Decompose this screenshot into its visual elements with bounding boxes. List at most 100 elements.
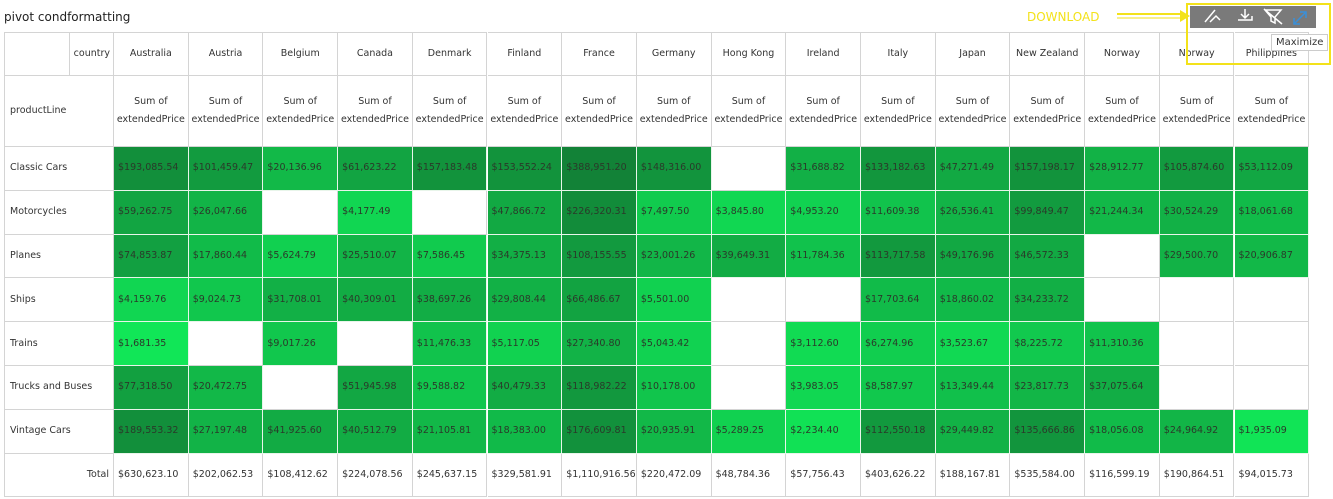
blank-cell: [70, 76, 114, 147]
column-header: Belgium: [263, 32, 339, 76]
data-cell: $99,849.47: [1010, 190, 1086, 235]
data-cell: $3,112.60: [786, 322, 861, 366]
data-cell: $226,320.31: [562, 190, 637, 235]
data-cell: $112,550.18: [861, 409, 936, 454]
column-header: New Zealand: [1010, 32, 1086, 76]
data-cell: $37,075.64: [1085, 366, 1160, 410]
data-cell: $29,449.82: [935, 409, 1011, 454]
data-cell: $18,056.08: [1085, 409, 1160, 454]
data-cell: $3,523.67: [935, 322, 1011, 366]
data-cell: $8,225.72: [1010, 322, 1086, 366]
total-cell: $1,110,916.56: [562, 453, 637, 498]
row-dimension: productLine: [4, 76, 70, 147]
total-cell: $116,599.19: [1085, 453, 1160, 498]
data-cell: $23,817.73: [1010, 366, 1086, 410]
data-cell: $3,845.80: [711, 190, 787, 235]
column-header: France: [562, 32, 637, 76]
data-cell: $9,588.82: [412, 366, 488, 410]
data-cell: $20,935.91: [636, 409, 712, 454]
data-cell: $30,524.29: [1159, 190, 1235, 235]
empty-cell: [1085, 278, 1160, 323]
data-cell: $108,155.55: [562, 234, 637, 279]
data-cell: $157,198.17: [1010, 147, 1086, 191]
data-cell: $21,244.34: [1085, 190, 1160, 235]
column-header: Norway: [1085, 32, 1160, 76]
data-cell: $38,697.26: [412, 278, 488, 323]
total-cell: $94,015.73: [1234, 453, 1310, 498]
data-cell: $5,043.42: [636, 322, 712, 366]
measure-header: Sum of extendedPrice: [711, 76, 787, 147]
data-cell: $11,609.38: [861, 190, 936, 235]
total-label: Total: [4, 453, 114, 498]
data-cell: $13,349.44: [935, 366, 1011, 410]
total-cell: $245,637.15: [412, 453, 488, 498]
data-cell: $5,289.25: [711, 409, 787, 454]
data-cell: $40,309.01: [338, 278, 413, 323]
filter-icon[interactable]: [1263, 8, 1283, 25]
empty-cell: [1234, 322, 1310, 366]
measure-header: Sum of extendedPrice: [1234, 76, 1310, 147]
highlight-box: [1186, 3, 1331, 65]
column-header: Finland: [487, 32, 563, 76]
measure-header: Sum of extendedPrice: [338, 76, 413, 147]
total-cell: $188,167.81: [935, 453, 1011, 498]
empty-cell: [263, 190, 339, 235]
data-cell: $28,912.77: [1085, 147, 1160, 191]
empty-cell: [1159, 278, 1235, 323]
data-cell: $118,982.22: [562, 366, 637, 410]
data-cell: $29,808.44: [487, 278, 563, 323]
data-cell: $133,182.63: [861, 147, 936, 191]
corner-cell: [4, 32, 70, 76]
data-cell: $5,501.00: [636, 278, 712, 323]
data-cell: $77,318.50: [114, 366, 189, 410]
data-cell: $113,717.58: [861, 234, 936, 279]
data-cell: $7,497.50: [636, 190, 712, 235]
row-header: Trucks and Buses: [4, 366, 114, 410]
column-header: Australia: [114, 32, 189, 76]
data-cell: $176,609.81: [562, 409, 637, 454]
column-header: Japan: [935, 32, 1011, 76]
data-cell: $20,136.96: [263, 147, 339, 191]
empty-cell: [1234, 278, 1310, 323]
data-cell: $6,274.96: [861, 322, 936, 366]
data-cell: $41,925.60: [263, 409, 339, 454]
data-cell: $61,623.22: [338, 147, 413, 191]
data-cell: $9,024.73: [188, 278, 264, 323]
data-cell: $1,935.09: [1234, 409, 1310, 454]
measure-header: Sum of extendedPrice: [487, 76, 563, 147]
pivot-table: country productLine Australia Sum of extend…: [4, 32, 1313, 498]
empty-cell: [1234, 366, 1310, 410]
edit-icon[interactable]: [1204, 9, 1221, 23]
data-cell: $193,085.54: [114, 147, 189, 191]
column-header: Canada: [338, 32, 413, 76]
toolbar-overlay: [1117, 3, 1331, 65]
data-cell: $11,784.36: [786, 234, 861, 279]
maximize-icon[interactable]: [1293, 11, 1307, 25]
data-cell: $26,536.41: [935, 190, 1011, 235]
data-cell: $101,459.47: [188, 147, 264, 191]
column-header: Austria: [188, 32, 264, 76]
data-cell: $47,866.72: [487, 190, 563, 235]
total-cell: $220,472.09: [636, 453, 712, 498]
column-header: Ireland: [786, 32, 861, 76]
empty-cell: [711, 322, 787, 366]
total-cell: $403,626.22: [861, 453, 936, 498]
total-cell: $630,623.10: [114, 453, 189, 498]
download-icon[interactable]: [1238, 9, 1253, 21]
data-cell: $49,176.96: [935, 234, 1011, 279]
measure-header: Sum of extendedPrice: [562, 76, 637, 147]
data-cell: $26,047.66: [188, 190, 264, 235]
empty-cell: [711, 366, 787, 410]
data-cell: $29,500.70: [1159, 234, 1235, 279]
data-cell: $388,951.20: [562, 147, 637, 191]
measure-header: Sum of extendedPrice: [1159, 76, 1235, 147]
empty-cell: [1085, 234, 1160, 279]
data-cell: $74,853.87: [114, 234, 189, 279]
measure-header: Sum of extendedPrice: [636, 76, 712, 147]
empty-cell: [188, 322, 264, 366]
total-cell: $57,756.43: [786, 453, 861, 498]
toolbar: [1190, 6, 1316, 28]
data-cell: $189,553.32: [114, 409, 189, 454]
total-cell: $108,412.62: [263, 453, 339, 498]
